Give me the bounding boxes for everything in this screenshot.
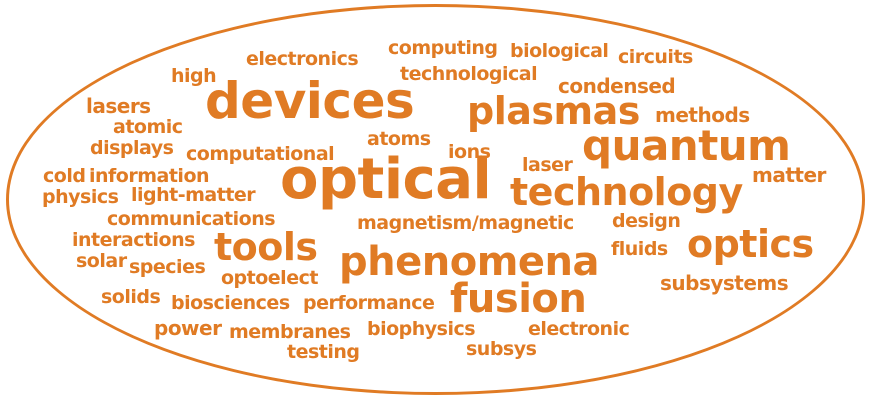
ellipse-outline [6, 4, 865, 395]
word-subsys: subsys [466, 338, 537, 360]
word-lasers: lasers [86, 94, 151, 118]
word-optics: optics [687, 222, 814, 266]
word-fusion: fusion [450, 276, 587, 322]
word-quantum: quantum [582, 121, 791, 170]
word-atoms: atoms [367, 128, 431, 150]
word-testing: testing [287, 341, 360, 363]
word-species: species [129, 256, 206, 278]
word-computing: computing [388, 37, 498, 59]
word-magnetism-magnetic: magnetism/magnetic [357, 212, 574, 234]
word-phenomena: phenomena [339, 239, 599, 285]
word-interactions: interactions [72, 229, 195, 251]
word-optoelect: optoelect [221, 267, 318, 289]
word-communications: communications [107, 208, 276, 230]
word-ions: ions [448, 141, 491, 163]
word-solids: solids [101, 286, 161, 308]
word-high: high [171, 65, 217, 87]
word-devices: devices [205, 72, 415, 130]
word-performance: performance [303, 292, 435, 314]
word-subsystems: subsystems [660, 271, 789, 295]
word-information: information [89, 165, 210, 187]
word-plasmas: plasmas [467, 89, 640, 133]
word-biological: biological [510, 40, 609, 62]
word-methods: methods [655, 103, 750, 127]
word-physics: physics [42, 186, 119, 208]
word-technological: technological [400, 63, 538, 85]
word-tools: tools [214, 225, 318, 269]
word-atomic: atomic [113, 116, 183, 138]
word-technology: technology [510, 170, 743, 214]
word-membranes: membranes [229, 321, 351, 343]
word-biophysics: biophysics [367, 318, 476, 340]
word-condensed: condensed [558, 74, 676, 98]
word-fluids: fluids [611, 238, 668, 260]
word-light-matter: light-matter [131, 184, 256, 206]
word-electronic: electronic [528, 318, 630, 340]
word-laser: laser [522, 154, 573, 176]
word-computational: computational [186, 143, 335, 165]
word-cold: cold [43, 165, 86, 187]
word-matter: matter [752, 163, 826, 187]
word-biosciences: biosciences [171, 292, 290, 314]
word-displays: displays [90, 137, 174, 159]
word-power: power [154, 316, 222, 340]
word-design: design [612, 210, 681, 232]
word-optical: optical [280, 147, 492, 212]
word-solar: solar [76, 250, 127, 272]
word-electronics: electronics [246, 48, 359, 70]
word-circuits: circuits [618, 46, 693, 68]
